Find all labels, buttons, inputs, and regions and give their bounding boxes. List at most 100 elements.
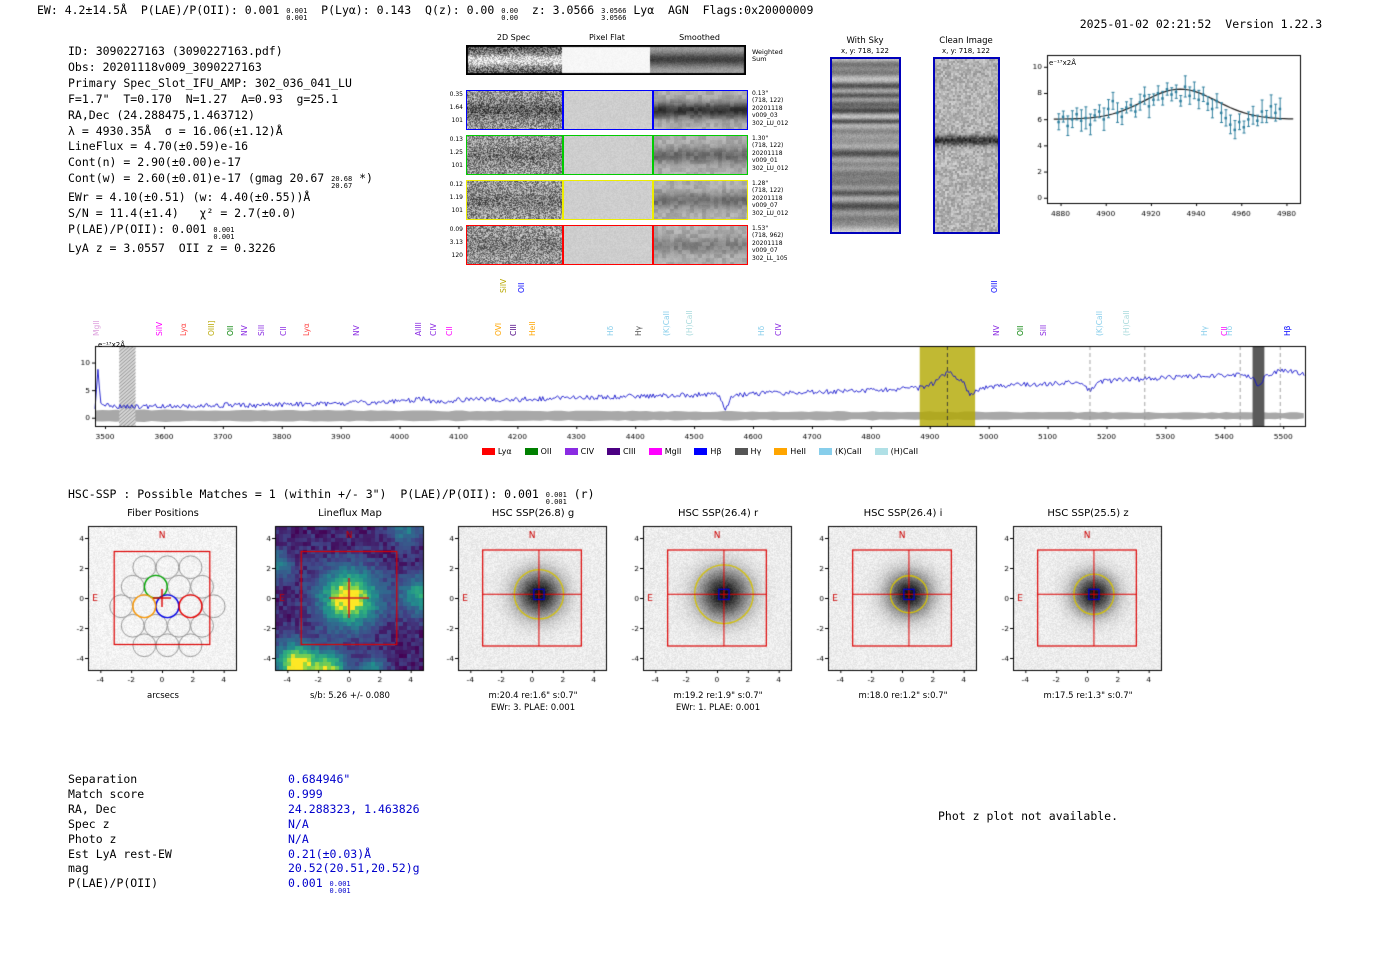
annotation-line: 302_LL_105 [752,254,788,262]
fiber-row-3-annotation: 1.53" (718, 962) 20201118 v009_07 302_LL_105 [752,225,830,262]
header-text: Lyα AGN Flags:0x20000009 [626,3,814,17]
match-value: 0.001 0.001 0.001 [288,876,351,895]
line-label-CIV: CIV [774,323,784,336]
match-value-text: N/A [288,816,309,831]
line-label-NV: NV [240,325,250,336]
annotation-line: 20201118 [752,194,783,202]
header-stack-lo: 3.0566 [601,14,627,22]
col-header-pixel-flat: Pixel Flat [589,33,625,42]
info-text: Obs: 20201118v009_3090227163 [68,59,262,74]
legend-label: CIII [623,447,636,456]
line-label-Hδ: Hδ [606,325,616,336]
line-label-SiIV: SiIV [155,321,165,336]
line-label-Hγ: Hγ [1200,325,1210,336]
match-label: RA, Dec [68,801,117,816]
info-stack-hi: 20.68 [331,175,353,184]
cutout-title-2: HSC SSP(26.8) g [491,508,575,519]
annotation-line: (718, 122) [752,97,784,105]
line-label-CIII: CIII [508,324,518,336]
zoom-plot-ylabel: e⁻¹⁷x2Å [1049,59,1076,67]
match-value: N/A [288,832,309,846]
cutout-image-2 [438,524,608,686]
annotation-line: (718, 962) [752,232,784,240]
stat-value: 120 [451,252,463,259]
stat-value: 0.13 [449,136,463,143]
info-text: λ = 4930.35Å σ = 16.06(±1.12)Å [68,123,283,138]
header-summary: EW: 4.2±14.5Å P(LAE)/P(OII): 0.001 0.001… [37,3,813,22]
fiber-row-0-spec2d-image [466,90,563,130]
line-label-Hγ: Hγ [633,325,643,336]
match-value-stack: 0.001 0.001 [330,881,351,895]
annotation-line: v009_07 [752,202,778,210]
stat-value: 1.64 [449,104,463,111]
header-stack: 0.001 0.001 [286,8,307,22]
info-line-9: EWr = 4.10(±0.51) (w: 4.40(±0.55))Å [68,190,373,206]
report-datetime: 2025-01-02 02:21:52 [1079,17,1212,31]
match-row: Photo z N/A [68,832,420,847]
fiber-row-3-spec2d-image [466,225,563,265]
legend-swatch [481,448,495,455]
cutout-title-4: HSC SSP(26.4) i [863,508,943,519]
match-label: Est LyA rest-EW [68,846,172,861]
cutout-title-1: Lineflux Map [318,508,382,519]
match-label: mag [68,861,89,876]
legend-label: OII [540,447,552,456]
info-line-4: RA,Dec (24.288475,1.463712) [68,108,373,124]
annotation-line: (718, 122) [752,142,784,150]
annotation-line: 1.30" [752,135,769,142]
info-line-1: Obs: 20201118v009_3090227163 [68,60,373,76]
match-row: Match score 0.999 [68,787,420,802]
legend-label: Lyα [497,447,512,456]
header-stack-hi: 0.00 [501,7,519,15]
match-row: Spec z N/A [68,817,420,832]
info-line-6: LineFlux = 4.70(±0.59)e-16 [68,139,373,155]
annotation-line: v009_01 [752,157,778,165]
legend-label: (K)CaII [834,447,862,456]
info-text: F=1.7" T=0.170 N=1.27 A=0.93 g=25.1 [68,91,339,106]
info-stack-hi: 0.001 [213,226,235,235]
legend-label: (H)CaII [890,447,919,456]
match-value-stack-hi: 0.001 [329,880,351,889]
legend-label: MgII [664,447,682,456]
line-label-Hδ: Hδ [1225,325,1235,336]
fiber-row-0-stats: 0.35 1.64 101 [446,91,463,130]
with-sky-image [832,59,899,232]
match-value: 0.999 [288,787,323,801]
match-value-text: N/A [288,831,309,846]
legend-swatch [774,448,788,455]
match-value-stack-lo: 0.001 [329,887,351,896]
hsc-stack-hi: 0.001 [545,491,567,499]
match-value-text: 0.21(±0.03)Å [288,846,372,861]
line-label-SiII: SiII [1039,324,1049,336]
header-text: P(Lyα): 0.143 Q(z): 0.00 [307,3,502,17]
stat-value: 0.35 [449,91,463,98]
line-label-(H)CaII: (H)CaII [685,310,695,336]
line-label-NV: NV [991,325,1001,336]
legend-swatch [734,448,748,455]
fiber-row-2-annotation: 1.28" (718, 122) 20201118 v009_07 302_LU_012 [752,180,830,217]
weighted-sum-label: Weighted Sum [752,48,783,63]
header-stack: 0.00 0.00 [501,8,518,22]
info-text: Primary Spec_Slot_IFU_AMP: 302_036_041_L… [68,75,352,90]
cutout-caption-4: m:18.0 re:1.2" s:0.7" [858,691,948,701]
line-label-Lyα: Lyα [179,323,189,336]
hsc-stack-lo: 0.001 [545,498,567,506]
line-label-SiII: SiII [256,324,266,336]
detection-info-block: ID: 3090227163 (3090227163.pdf) Obs: 2020… [68,44,373,257]
col-header-2d-spec: 2D Spec [496,33,531,42]
match-value-text: 0.001 [288,876,330,891]
annotation-line: 1.28" [752,180,769,187]
info-stack: 0.001 0.001 [213,227,234,241]
match-value-text: 24.288323, 1.463826 [288,801,420,816]
header-text: EW: 4.2±14.5Å P(LAE)/P(OII): 0.001 [37,3,287,17]
legend-item: CIV [564,447,594,456]
line-label-OII: OII [517,282,527,293]
annotation-line: v009_07 [752,247,778,255]
cutout-title-0: Fiber Positions [127,508,199,519]
info-text: P(LAE)/P(OII): 0.001 [68,222,214,237]
legend-swatch [874,448,888,455]
annotation-line: v009_03 [752,112,778,120]
col-header-smoothed: Smoothed [679,33,720,42]
fiber-row-1-smooth-image [653,135,748,175]
cutout-caption-5: m:17.5 re:1.3" s:0.7" [1043,691,1133,701]
